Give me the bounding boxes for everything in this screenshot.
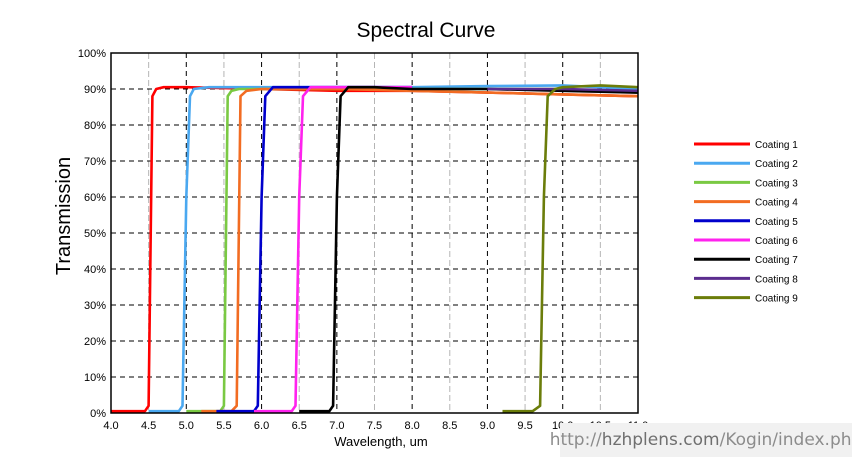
series-line [254,85,413,413]
series-line [216,85,413,413]
x-tick-label: 7.5 [367,420,382,432]
x-tick-label: 8.0 [404,420,419,432]
x-tick-label: 6.5 [292,420,307,432]
legend-label: Coating 8 [755,274,798,285]
legend-label: Coating 3 [755,178,798,189]
watermark: http://hzhplens.com/Kogin/index.php [550,423,852,457]
series-line [201,87,639,413]
y-tick-label: 20% [84,336,106,348]
x-tick-label: 4.0 [103,420,118,432]
legend-label: Coating 1 [755,140,798,151]
y-tick-label: 10% [84,372,106,384]
x-tick-label: 7.0 [329,420,344,432]
y-tick-label: 100% [78,48,106,60]
y-tick-label: 60% [84,192,106,204]
y-tick-label: 90% [84,84,106,96]
y-tick-labels: 0% 10% 20% 30% 40% 50% 60% 70% 80% 90% 100% [78,48,106,420]
x-tick-label: 5.5 [216,420,231,432]
legend-label: Coating 4 [755,198,798,209]
plot-series [111,84,639,413]
x-tick-label: 4.5 [141,420,156,432]
legend-label: Coating 6 [755,236,798,247]
legend: Coating 1 Coating 2 Coating 3 Coating 4 Coat… [694,140,798,305]
x-tick-label: 9.0 [480,420,495,432]
y-axis-label: Transmission [53,157,75,275]
x-tick-label: 8.5 [442,420,457,432]
x-tick-label: 5.0 [179,420,194,432]
x-tick-label: 6.0 [254,420,269,432]
y-tick-label: 50% [84,228,106,240]
watermark-path: /Kogin/index.php [719,430,852,450]
series-line [148,84,639,413]
y-tick-label: 80% [84,120,106,132]
y-tick-label: 70% [84,156,106,168]
x-axis-label: Wavelength, um [334,434,427,449]
watermark-domain: hzhplens.com [601,430,720,450]
x-tick-label: 9.5 [517,420,532,432]
series-line [502,84,639,413]
plot-frame [110,52,639,414]
y-tick-label: 0% [90,408,106,420]
watermark-prefix: http:// [549,430,602,450]
chart-title: Spectral Curve [357,19,496,42]
legend-label: Coating 2 [755,159,798,170]
y-tick-label: 30% [84,300,106,312]
legend-label: Coating 5 [755,217,798,228]
y-tick-label: 40% [84,264,106,276]
series-line [487,87,639,93]
legend-label: Coating 9 [755,294,798,305]
legend-label: Coating 7 [755,255,798,266]
series-line [299,85,639,413]
